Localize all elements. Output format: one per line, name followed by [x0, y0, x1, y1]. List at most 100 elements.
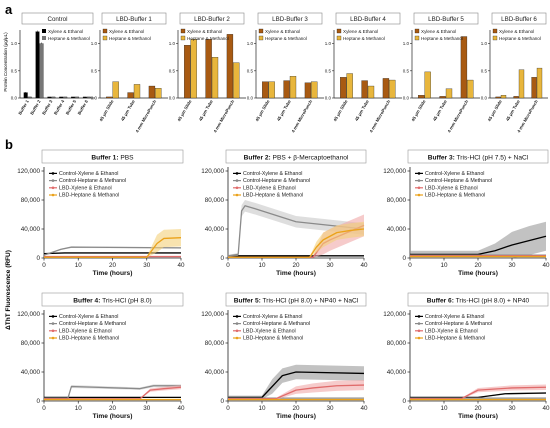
- y-tick-label: 120,000: [383, 311, 406, 318]
- group-title-box: [101, 12, 167, 25]
- y-tick-label: 0: [220, 398, 224, 405]
- legend-swatch: [102, 28, 108, 34]
- x-tick-label: 45 μm Slide: [98, 98, 115, 122]
- group-title-box: [257, 12, 323, 25]
- bar: [82, 96, 87, 99]
- series-error-band: [44, 385, 181, 400]
- series-error-band: [44, 384, 181, 399]
- y-tick-label: 40,000: [205, 369, 225, 376]
- bar: [35, 31, 40, 99]
- bar: [340, 77, 347, 99]
- y-tick-label: 120,000: [201, 168, 224, 175]
- panel-title-bold: Buffer 4:: [73, 298, 100, 305]
- bar-group-3: LBD-Buffer 2 0.0 0.5 1.0 45 μm Slide 45 μm Tu…: [169, 12, 246, 134]
- group-title: Control: [48, 16, 68, 23]
- legend-swatch: [42, 29, 46, 33]
- y-tick-label: 120,000: [17, 311, 40, 318]
- legend-label: Xylene & Ethanol: [109, 29, 144, 34]
- group-title-box: [179, 12, 245, 25]
- series-line: [44, 237, 182, 258]
- bar-group-5: LBD-Buffer 4 0.0 0.5 1.0 45 μm Slide 45 μm Tu…: [325, 12, 402, 134]
- bar: [445, 88, 453, 99]
- panel-title-bold: Buffer 5:: [234, 298, 261, 305]
- y-tick-label: 80,000: [205, 197, 225, 204]
- legend-marker: [417, 186, 421, 190]
- x-tick-label: 4 mm MicroPunch: [134, 99, 157, 134]
- legend-marker: [235, 179, 239, 182]
- x-tick-label: 30: [326, 405, 334, 412]
- y-tick-label: 0.0: [247, 96, 254, 101]
- bar: [439, 96, 446, 99]
- y-tick-label: 0.5: [403, 68, 410, 73]
- legend-label: Xylene & Ethanol: [48, 29, 83, 34]
- series-line: [44, 386, 182, 400]
- series-line: [228, 228, 365, 258]
- legend-label: Control-Heptane & Methanol: [243, 321, 310, 327]
- x-tick-label: 0: [42, 405, 46, 412]
- legend-label: Heptane & Methanol: [265, 36, 307, 41]
- legend-marker: [417, 322, 421, 325]
- x-axis-title: Time (hours): [458, 270, 498, 277]
- group-title: LBD-Buffer 2: [194, 16, 230, 23]
- legend-label: LBD-Heptane & Methanol: [59, 336, 119, 342]
- panel-title-box: [407, 149, 549, 164]
- legend-marker: [51, 186, 55, 190]
- panel-title-rest: Tris-HCl (pH 8.0): [100, 298, 151, 305]
- bar: [518, 69, 525, 99]
- panel-title-box: [225, 292, 367, 307]
- legend-swatch: [336, 28, 342, 34]
- panel-title-bold: Buffer 3:: [428, 155, 455, 162]
- x-tick-label: 40: [360, 405, 368, 412]
- line-panel-buffer-2: Buffer 2: PBS + β-Mercaptoethanol 0 40,000…: [201, 149, 368, 277]
- y-tick-label: 0: [402, 398, 406, 405]
- bar: [513, 96, 519, 99]
- bar: [418, 95, 425, 99]
- x-tick-label: 4 mm MicroPunch: [368, 99, 391, 134]
- legend-marker: [417, 172, 421, 175]
- legend-label: Xylene & Ethanol: [421, 29, 456, 34]
- legend-swatch: [492, 28, 498, 34]
- x-tick-label: 0: [226, 262, 230, 269]
- legend-label: LBD-Heptane & Methanol: [425, 193, 485, 199]
- legend-label: Control-Heptane & Methanol: [59, 321, 126, 327]
- y-tick-label: 40,000: [21, 226, 41, 233]
- legend-swatch: [414, 35, 420, 41]
- y-tick-label: 80,000: [205, 340, 225, 347]
- x-axis-title: Time (hours): [93, 270, 133, 277]
- x-tick-label: 45 μm Slide: [254, 98, 271, 122]
- x-tick-label: 45 μm Slide: [410, 98, 427, 122]
- legend-swatch: [414, 28, 420, 34]
- panel-label-a: a: [5, 2, 13, 17]
- x-tick-label: 20: [292, 262, 300, 269]
- x-tick-label: 20: [109, 262, 117, 269]
- legend-marker: [51, 322, 55, 325]
- panel-title-box: [41, 149, 184, 164]
- line-panel-buffer-6: Buffer 6: Tris-HCl (pH 8.0) + NP40 0 40,00…: [383, 292, 550, 420]
- y-tick-label: 1.0: [325, 41, 332, 46]
- panel-label-b: b: [5, 137, 13, 152]
- legend-marker: [51, 315, 55, 318]
- bar-group-6: LBD-Buffer 5 0.0 0.5 1.0 45 μm Slide 45 μm Tu…: [403, 12, 480, 134]
- y-tick-label: 0: [36, 255, 40, 262]
- group-title-box: [335, 12, 401, 25]
- x-tick-label: 45 μm Tube: [120, 98, 136, 121]
- panel-title: Buffer 5: Tris-HCl (pH 8.0) + NP40 + NaC…: [234, 298, 359, 305]
- legend-label: Control-Xylene & Ethanol: [243, 314, 302, 320]
- legend-swatch: [336, 35, 342, 41]
- x-tick-label: 45 μm Tube: [354, 98, 370, 121]
- legend-swatch: [180, 28, 186, 34]
- bar-group-2: LBD-Buffer 1 0.0 0.5 1.0 45 μm Slide 45 μm Tu…: [91, 12, 168, 134]
- legend-label: LBD-Xylene & Ethanol: [425, 185, 478, 191]
- y-tick-label: 0.5: [169, 68, 176, 73]
- y-tick-label: 0.0: [169, 96, 176, 101]
- legend-marker: [51, 193, 55, 197]
- x-tick-label: 30: [508, 405, 516, 412]
- bar: [148, 85, 156, 99]
- panel-title-bold: Buffer 1:: [91, 155, 118, 162]
- x-tick-label: 10: [258, 405, 266, 412]
- bar: [536, 67, 543, 99]
- legend-label: LBD-Heptane & Methanol: [243, 336, 303, 342]
- x-tick-label: 30: [143, 262, 151, 269]
- bar: [47, 96, 52, 99]
